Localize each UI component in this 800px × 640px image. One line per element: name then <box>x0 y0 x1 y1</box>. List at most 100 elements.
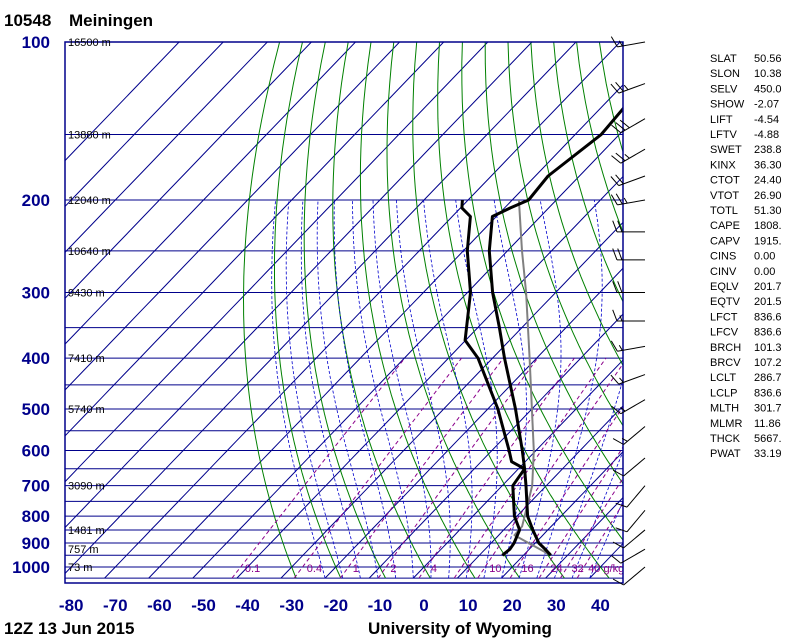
temperature-tick-label: 20 <box>503 596 522 615</box>
temperature-profile <box>487 106 623 557</box>
wind-barbs <box>610 36 646 586</box>
wind-barb <box>611 118 646 134</box>
index-name: BRCV <box>710 357 741 369</box>
height-label: 16500 m <box>68 37 111 49</box>
moist-adiabat <box>372 199 432 579</box>
dry-adiabat <box>484 42 623 485</box>
wind-barb <box>610 81 646 94</box>
pressure-tick-label: 500 <box>22 400 50 419</box>
pressure-tick-label: 100 <box>22 33 50 52</box>
temperature-tick-label: -30 <box>279 596 304 615</box>
isotherm-line <box>192 129 623 579</box>
index-name: SLON <box>710 68 740 80</box>
height-label: 12040 m <box>68 195 111 207</box>
temperature-tick-label: -60 <box>147 596 172 615</box>
index-name: LFCV <box>710 327 739 339</box>
wind-barb <box>612 220 646 233</box>
pressure-tick-label: 300 <box>22 284 50 303</box>
station-id: 10548 <box>4 11 51 30</box>
index-value: 1915. <box>754 235 782 247</box>
index-name: EQLV <box>710 281 739 293</box>
mixing-ratio-line <box>477 362 623 579</box>
indices-panel: SLAT 50.56 SLON 10.38 SELV 450.0 SHOW -2.07 LIFT… <box>710 53 782 460</box>
pressure-tick-label: 1000 <box>12 558 50 577</box>
index-value: 26.90 <box>754 190 782 202</box>
temperature-tick-label: -20 <box>324 596 349 615</box>
dry-adiabat <box>461 42 623 541</box>
moist-adiabat <box>554 378 623 579</box>
index-name: MLMR <box>710 418 742 430</box>
index-name: CINS <box>710 251 736 263</box>
mixing-ratio-line <box>339 357 504 579</box>
index-value: 101.3 <box>754 342 782 354</box>
dry-adiabat <box>782 42 800 578</box>
dry-adiabat <box>386 42 521 579</box>
index-value: 238.8 <box>754 144 782 156</box>
isotherm-line <box>65 42 312 300</box>
temperature-tick-label: -40 <box>235 596 260 615</box>
index-name: CTOT <box>710 175 740 187</box>
mixing-ratio-line <box>538 446 623 579</box>
dry-adiabat <box>553 42 623 303</box>
isotherm-line <box>148 84 623 579</box>
mixing-ratio-label: 0.1 <box>245 563 260 575</box>
wind-barb <box>611 399 646 415</box>
height-label: 3090 m <box>68 481 105 493</box>
wind-barb <box>612 309 646 322</box>
dewpoint-profile <box>460 199 527 557</box>
temperature-tick-label: -80 <box>59 596 84 615</box>
pressure-tick-label: 900 <box>22 534 50 553</box>
height-label: 9430 m <box>68 288 105 300</box>
moist-adiabat <box>316 199 379 579</box>
index-value: 0.00 <box>754 266 775 278</box>
index-name: SHOW <box>710 99 745 111</box>
isotherm-line <box>65 42 268 254</box>
isotherm-line <box>65 42 356 345</box>
isotherm-line <box>104 42 621 579</box>
isotherm-line <box>65 42 577 575</box>
moist-adiabat <box>589 500 623 579</box>
index-value: 0.00 <box>754 251 775 263</box>
mixing-ratio-label: 7 <box>466 563 472 575</box>
wind-barb <box>610 374 646 385</box>
moist-adiabat <box>285 199 344 579</box>
index-name: LFCT <box>710 311 738 323</box>
height-label: 5740 m <box>68 404 105 416</box>
index-value: 33.19 <box>754 448 782 460</box>
isotherm-line <box>65 42 445 437</box>
index-name: LCLT <box>710 372 736 384</box>
dry-adiabat <box>332 42 431 579</box>
index-value: 286.7 <box>754 372 782 384</box>
index-name: BRCH <box>710 342 741 354</box>
mixing-ratio-label: 0.4 <box>307 563 322 575</box>
index-name: CAPV <box>710 235 741 247</box>
temperature-tick-label: -70 <box>103 596 128 615</box>
temperature-tick-label: -10 <box>368 596 393 615</box>
moist-adiabat <box>271 199 326 579</box>
wind-barb <box>611 548 646 564</box>
index-value: -4.88 <box>754 129 779 141</box>
height-label: 757 m <box>68 544 99 556</box>
index-name: MLTH <box>710 403 739 415</box>
index-name: SWET <box>710 144 742 156</box>
index-name: LFTV <box>710 129 738 141</box>
station-name: Meiningen <box>69 11 153 30</box>
temperature-tick-label: 30 <box>547 596 566 615</box>
mixing-ratio-label: 16 <box>521 563 533 575</box>
wind-barb <box>615 485 646 508</box>
height-label: 1481 m <box>68 525 105 537</box>
index-value: 5667. <box>754 433 782 445</box>
index-value: 51.30 <box>754 205 782 217</box>
mixing-ratio-label: 10 <box>489 563 501 575</box>
dry-adiabat <box>242 42 297 579</box>
index-value: 301.7 <box>754 403 782 415</box>
height-label: 7410 m <box>68 353 105 365</box>
wind-barb <box>612 457 646 477</box>
index-name: VTOT <box>710 190 739 202</box>
wind-barb <box>610 193 646 206</box>
mixing-ratio-label: 4 <box>431 563 437 575</box>
mixing-ratio-label: 2 <box>390 563 396 575</box>
dry-adiabat <box>691 42 800 578</box>
mixing-ratio-line <box>418 357 575 579</box>
